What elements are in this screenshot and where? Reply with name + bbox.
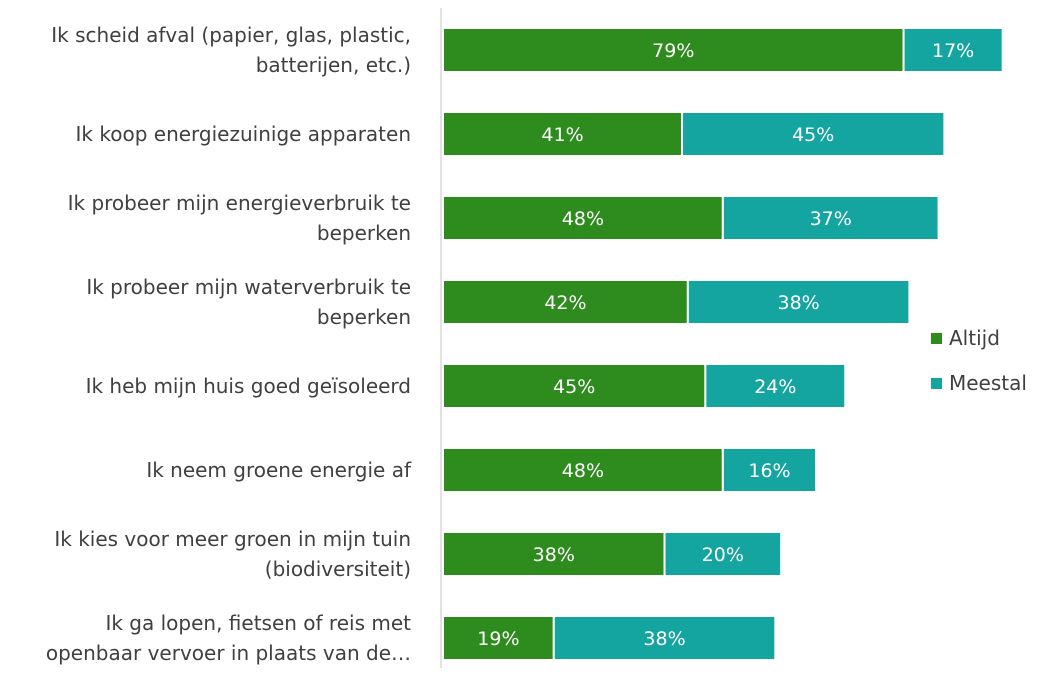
data-label-meestal: 45% bbox=[792, 124, 834, 146]
data-label-altijd: 19% bbox=[477, 628, 519, 650]
data-label-altijd: 45% bbox=[553, 376, 595, 398]
bar-segment-meestal bbox=[902, 27, 1004, 73]
bar-segment-altijd bbox=[442, 363, 707, 409]
category-label: Ik ga lopen, fietsen of reis met openbaar… bbox=[46, 611, 411, 665]
data-label-altijd: 79% bbox=[652, 40, 694, 62]
bar-segment-altijd bbox=[442, 615, 555, 661]
data-label-altijd: 41% bbox=[541, 124, 583, 146]
bars: 79% 17% 41% 45% 48% 37% 42% 38% 45% 24% 48% 16% 38% 2… bbox=[442, 27, 1004, 661]
category-labels: Ik scheid afval (papier, glas, plastic, b… bbox=[46, 23, 412, 665]
data-label-meestal: 37% bbox=[810, 208, 852, 230]
legend: Altijd Meestal bbox=[931, 326, 1027, 395]
data-label-meestal: 17% bbox=[932, 40, 974, 62]
legend-swatch-altijd bbox=[931, 333, 942, 344]
data-label-altijd: 48% bbox=[562, 460, 604, 482]
bar-segment-altijd bbox=[442, 531, 666, 577]
bar-segment-meestal bbox=[686, 279, 911, 325]
category-label: Ik probeer mijn energieverbruik te beperk… bbox=[68, 191, 411, 245]
category-label: Ik probeer mijn waterverbruik te beperken bbox=[86, 275, 411, 329]
bar-segment-meestal bbox=[721, 195, 940, 241]
legend-label-meestal: Meestal bbox=[949, 371, 1027, 395]
bar-segment-altijd bbox=[442, 447, 724, 493]
data-label-altijd: 42% bbox=[544, 292, 586, 314]
category-label: Ik kies voor meer groen in mijn tuin (bio… bbox=[54, 527, 411, 581]
data-label-meestal: 24% bbox=[754, 376, 796, 398]
bar-segment-meestal bbox=[552, 615, 777, 661]
legend-swatch-meestal bbox=[931, 378, 942, 389]
category-label: Ik neem groene energie af bbox=[146, 458, 412, 482]
data-label-meestal: 20% bbox=[702, 544, 744, 566]
data-label-meestal: 16% bbox=[748, 460, 790, 482]
bar-segment-meestal bbox=[721, 447, 818, 493]
data-label-meestal: 38% bbox=[643, 628, 685, 650]
bar-segment-meestal bbox=[681, 111, 946, 157]
bar-segment-altijd bbox=[442, 111, 684, 157]
category-label: Ik heb mijn huis goed geïsoleerd bbox=[86, 374, 411, 398]
data-label-meestal: 38% bbox=[778, 292, 820, 314]
legend-label-altijd: Altijd bbox=[949, 326, 1000, 350]
data-label-altijd: 48% bbox=[562, 208, 604, 230]
category-label: Ik scheid afval (papier, glas, plastic, b… bbox=[51, 23, 411, 77]
category-label: Ik koop energiezuinige apparaten bbox=[76, 122, 411, 146]
bar-segment-meestal bbox=[663, 531, 783, 577]
data-label-altijd: 38% bbox=[533, 544, 575, 566]
bar-segment-meestal bbox=[704, 363, 847, 409]
